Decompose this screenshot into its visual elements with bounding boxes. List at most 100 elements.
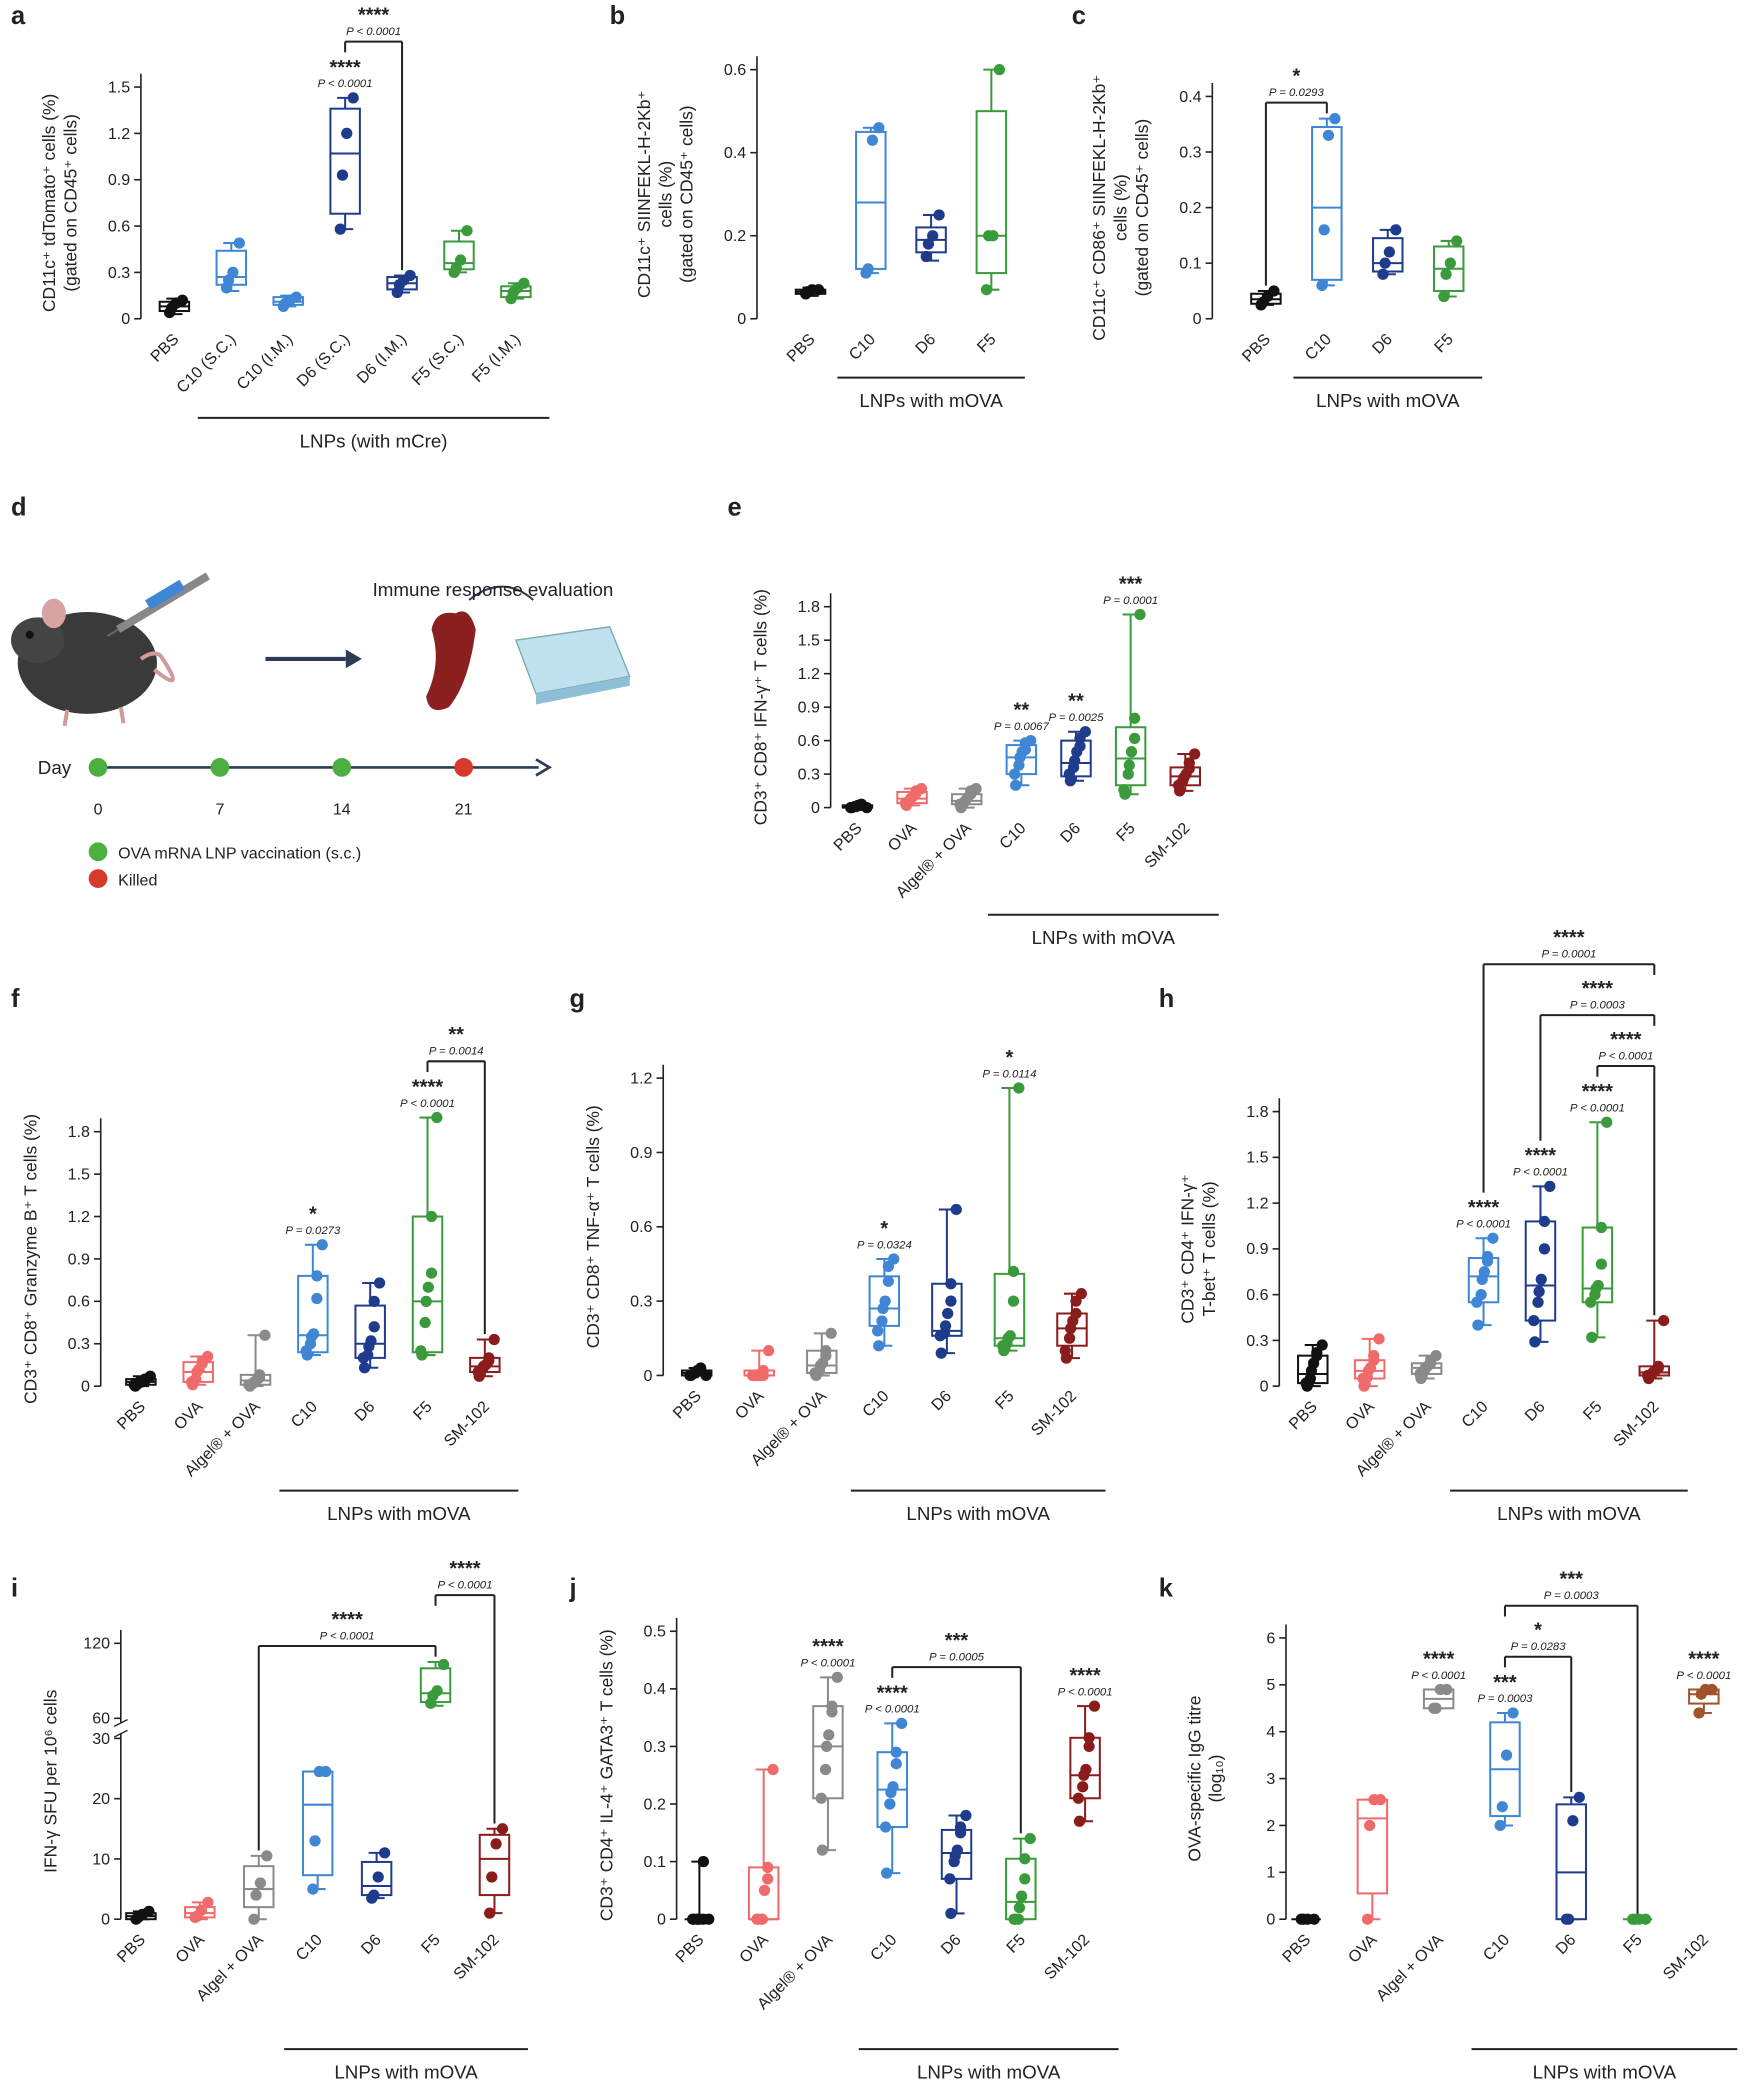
data-point [233, 237, 245, 249]
data-point [488, 1333, 500, 1346]
y-tick-label: 0.4 [644, 1680, 666, 1698]
data-point [700, 1369, 712, 1382]
p-value: P = 0.0293 [1269, 87, 1325, 99]
x-tick-label: OVA [1342, 1397, 1378, 1433]
y-axis-label: CD11c⁺ CD86⁺ SIINFEKL-H-2Kb⁺ [1089, 75, 1109, 341]
y-tick-label: 0.3 [1246, 1332, 1268, 1350]
y-tick-label: 0 [737, 310, 746, 328]
x-tick-label: C10 (I.M.) [233, 330, 296, 393]
data-point [866, 134, 879, 146]
data-point [920, 250, 932, 263]
data-point [176, 294, 189, 306]
p-value: P < 0.0001 [346, 26, 401, 38]
data-point [254, 1877, 266, 1889]
data-point [826, 1700, 838, 1712]
p-value: P = 0.0014 [429, 1046, 484, 1058]
data-point [1079, 726, 1091, 738]
data-point [1075, 1288, 1087, 1300]
data-point [461, 225, 473, 237]
data-point [862, 263, 874, 275]
data-point [1529, 1336, 1541, 1348]
x-tick-label: OVA [736, 1931, 772, 1967]
data-point [518, 277, 530, 289]
legend-label: Killed [118, 871, 157, 889]
data-point [812, 284, 825, 296]
y-tick-label: 4 [1266, 1723, 1275, 1741]
timeline-day [454, 758, 474, 777]
data-point [1329, 113, 1341, 125]
data-point [334, 223, 346, 235]
x-tick-label: C10 [859, 1387, 893, 1421]
significance: **** [1553, 927, 1584, 949]
data-point [368, 1321, 380, 1333]
data-point [437, 1658, 450, 1671]
significance: **** [1582, 1081, 1613, 1103]
p-value: P < 0.0001 [1570, 1103, 1625, 1115]
data-point [1438, 290, 1450, 303]
data-point [1316, 1339, 1328, 1351]
data-point [1586, 1331, 1598, 1343]
box [812, 1705, 844, 1800]
p-value: P < 0.0001 [1676, 1670, 1731, 1682]
data-point [960, 1809, 972, 1822]
data-point [415, 1345, 427, 1357]
y-tick-label: 20 [92, 1790, 110, 1808]
x-tick-label: F5 [1003, 1931, 1029, 1957]
group-label: LNPs with mOVA [1032, 927, 1176, 948]
x-tick-label: OVA [172, 1931, 208, 1967]
data-point [422, 1281, 434, 1293]
x-tick-label: D6 [1057, 819, 1084, 846]
data-point [248, 1913, 260, 1925]
data-point [816, 1844, 828, 1856]
data-point [1601, 1116, 1613, 1128]
significance: ** [448, 1024, 464, 1046]
data-point [1562, 1913, 1575, 1925]
x-tick-label: C10 [292, 1931, 326, 1965]
data-point [1532, 1296, 1544, 1308]
data-point [261, 1850, 273, 1862]
data-point [950, 1203, 962, 1216]
y-tick-label: 60 [92, 1710, 110, 1728]
data-point [1015, 1890, 1028, 1902]
day-label: 0 [94, 800, 103, 818]
data-point [1004, 1330, 1016, 1342]
x-tick-label: SM-102 [450, 1931, 503, 1984]
box [975, 110, 1008, 275]
data-point [483, 1352, 495, 1364]
x-tick-label: SM-102 [441, 1398, 494, 1451]
data-point [1441, 1683, 1453, 1696]
x-tick-label: D6 [928, 1387, 955, 1414]
significance: * [1006, 1047, 1014, 1069]
data-point [861, 801, 873, 814]
y-tick-label: 0.6 [724, 61, 746, 79]
x-tick-label: SM-102 [1041, 1931, 1094, 1984]
group-label: LNPs with mOVA [917, 2062, 1061, 2083]
y-axis-label: CD3⁺ CD8⁺ TNF-α⁺ T cells (%) [583, 1105, 603, 1348]
data-point [1019, 1853, 1031, 1865]
y-tick-label: 0.2 [1179, 199, 1201, 217]
p-value: P = 0.0273 [285, 1225, 341, 1237]
data-point [372, 1871, 384, 1883]
data-point [1059, 1345, 1071, 1357]
data-point [404, 269, 416, 282]
data-point [311, 1270, 323, 1282]
x-tick-label: F5 [974, 330, 1000, 356]
y-tick-label: 0 [81, 1378, 90, 1396]
data-point [379, 1847, 391, 1859]
data-point [890, 1758, 902, 1770]
y-tick-label: 0.9 [798, 699, 820, 717]
data-point [1013, 1902, 1026, 1914]
box [1311, 125, 1343, 281]
box [1356, 1798, 1389, 1895]
data-point [767, 1763, 779, 1776]
y-tick-label: 1.5 [68, 1165, 90, 1183]
significance: **** [1582, 978, 1613, 1000]
y-axis-label: T-bet⁺ T cells (%) [1199, 1181, 1219, 1316]
data-point [954, 1821, 967, 1833]
y-axis-label: CD3⁺ CD8⁺ IFN-γ⁺ T cells (%) [750, 589, 770, 825]
data-point [1377, 268, 1389, 280]
data-point [879, 1821, 892, 1833]
p-value: P = 0.0283 [1511, 1641, 1567, 1653]
y-tick-label: 1.2 [108, 125, 130, 143]
data-point [320, 1765, 332, 1778]
